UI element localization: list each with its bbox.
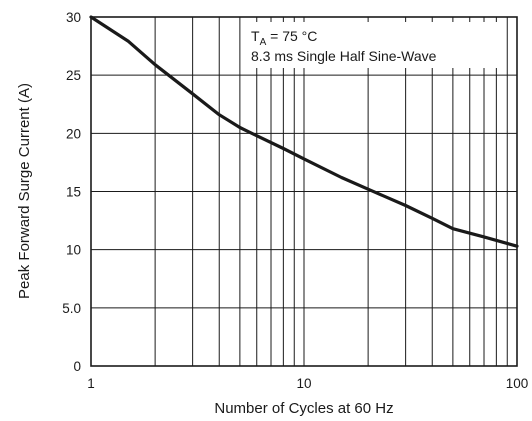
y-tick-label: 20 xyxy=(66,126,81,141)
x-tick-label: 10 xyxy=(296,376,311,391)
y-tick-label: 0 xyxy=(73,359,81,374)
x-tick-label: 1 xyxy=(87,376,95,391)
annotation-temperature: TA = 75 °C xyxy=(251,28,317,48)
annotation-temperature-rest: = 75 °C xyxy=(266,28,317,44)
tick-labels: 1 10 100 0 5.0 10 15 20 25 30 xyxy=(62,10,528,391)
x-tick-label: 100 xyxy=(506,376,529,391)
surge-current-curve xyxy=(89,15,519,248)
grid-lines xyxy=(91,17,517,366)
annotation-temperature-main: T xyxy=(251,28,260,44)
annotation-background xyxy=(245,22,505,68)
plot-frame xyxy=(90,16,518,367)
annotation-temperature-sub: A xyxy=(260,37,267,48)
y-tick-label: 5.0 xyxy=(62,301,81,316)
series-curves xyxy=(89,15,519,248)
y-tick-label: 25 xyxy=(66,68,81,83)
x-axis-title: Number of Cycles at 60 Hz xyxy=(214,400,393,417)
y-tick-label: 30 xyxy=(66,10,81,25)
y-tick-label: 15 xyxy=(66,185,81,200)
y-axis-title: Peak Forward Surge Current (A) xyxy=(16,83,33,299)
y-tick-label: 10 xyxy=(66,243,81,258)
annotation-waveform: 8.3 ms Single Half Sine-Wave xyxy=(251,48,437,64)
